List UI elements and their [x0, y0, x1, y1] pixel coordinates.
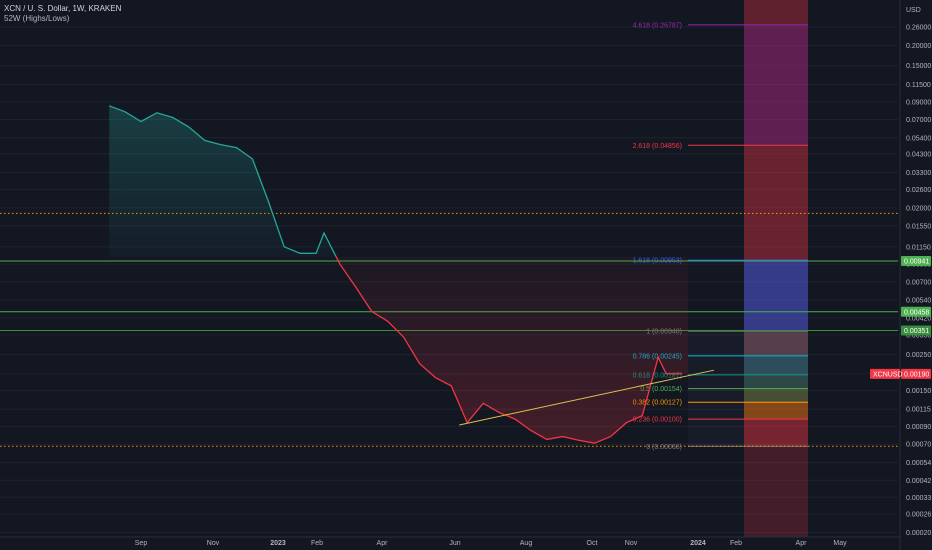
time-tick-label: Apr: [796, 540, 808, 547]
price-line-below[interactable]: [335, 256, 683, 444]
price-tag: [901, 325, 931, 336]
time-tick-label: Aug: [520, 540, 533, 547]
trendline[interactable]: [459, 369, 715, 426]
time-tick-label: Feb: [311, 540, 323, 547]
time-tick-label: 2024: [690, 540, 706, 547]
price-tick-label: 0.00054: [906, 460, 931, 467]
area-fill-above: [109, 105, 337, 257]
price-tick-label: 0.20000: [906, 43, 931, 50]
fib-band: [744, 24, 808, 146]
price-tick-label: 0.01150: [906, 244, 931, 251]
price-tick-label: 0.00150: [906, 388, 931, 395]
fib-level-label: 4.618 (0.26787): [633, 22, 682, 29]
symbol-price-tag: [870, 368, 900, 379]
time-tick-label: Jun: [449, 540, 460, 547]
price-tag: [901, 306, 931, 317]
price-tick-label: 0.07000: [906, 117, 931, 124]
price-tick-label: 0.00700: [906, 279, 931, 286]
time-tick-label: Nov: [207, 540, 220, 547]
price-tick-label: 0.09000: [906, 99, 931, 106]
price-tick-label: 0.00020: [906, 530, 931, 537]
time-tick-label: Nov: [625, 540, 638, 547]
price-tick-label: 0.00540: [906, 298, 931, 305]
price-tag-label: 0.00190: [904, 371, 929, 378]
price-tick-label: 0.15000: [906, 63, 931, 70]
price-tick-label: 0.26000: [906, 24, 931, 31]
price-tag: [901, 255, 931, 266]
fib-background-column: [744, 0, 808, 537]
fib-band: [744, 331, 808, 356]
price-tag-label: 0.00351: [904, 328, 929, 335]
fib-level-label: 0.5 (0.00154): [640, 386, 682, 393]
time-tick-label: Oct: [587, 540, 598, 547]
time-tick-label: Sep: [135, 540, 148, 547]
time-tick-label: May: [833, 540, 847, 547]
fib-level-label: 2.618 (0.04856): [633, 143, 682, 150]
price-tick-label: 0.00115: [906, 407, 931, 414]
price-tag: [901, 368, 931, 379]
time-tick-label: Feb: [730, 540, 742, 547]
fib-band: [744, 260, 808, 332]
indicator-label[interactable]: 52W (Highs/Lows): [4, 14, 70, 23]
fib-band: [744, 419, 808, 447]
currency-label[interactable]: USD: [906, 7, 921, 14]
fib-level-label: 0.236 (0.00100): [633, 417, 682, 424]
area-fill-below: [336, 256, 688, 444]
fib-band: [744, 0, 808, 25]
symbol-title[interactable]: XCN / U. S. Dollar, 1W, KRAKEN: [4, 4, 122, 13]
fib-band: [744, 355, 808, 375]
price-tick-label: 0.00250: [906, 352, 931, 359]
time-tick-label: 2023: [270, 540, 286, 547]
price-tick-label: 0.02600: [906, 187, 931, 194]
fib-band: [744, 374, 808, 389]
symbol-tag-label: XCNUSD: [873, 371, 903, 378]
price-tag-label: 0.00941: [904, 258, 929, 265]
price-tick-label: 0.00026: [906, 512, 931, 519]
price-tick-label: 0.00330: [906, 332, 931, 339]
price-tick-label: 0.11500: [906, 82, 931, 89]
price-line-above[interactable]: [108, 105, 337, 257]
fib-band: [744, 402, 808, 420]
price-tick-label: 0.00420: [906, 315, 931, 322]
fib-band: [744, 388, 808, 403]
price-tick-label: 0.04300: [906, 151, 931, 158]
time-tick-label: Apr: [377, 540, 389, 547]
price-tick-label: 0.00090: [906, 424, 931, 431]
fib-band: [744, 145, 808, 261]
price-tick-label: 0.00042: [906, 478, 931, 485]
price-tick-label: 0.01550: [906, 223, 931, 230]
fib-level-label: 0.618 (0.00187): [633, 372, 682, 379]
price-tag-label: 0.00458: [904, 309, 929, 316]
fib-level-label: 0.382 (0.00127): [633, 400, 682, 407]
fib-level-label: 0 (0.00068): [646, 444, 682, 451]
price-tick-label: 0.03300: [906, 170, 931, 177]
price-tick-label: 0.05400: [906, 135, 931, 142]
price-tick-label: 0.02000: [906, 205, 931, 212]
price-tick-label: 0.00070: [906, 442, 931, 449]
price-tick-label: 0.00033: [906, 495, 931, 502]
